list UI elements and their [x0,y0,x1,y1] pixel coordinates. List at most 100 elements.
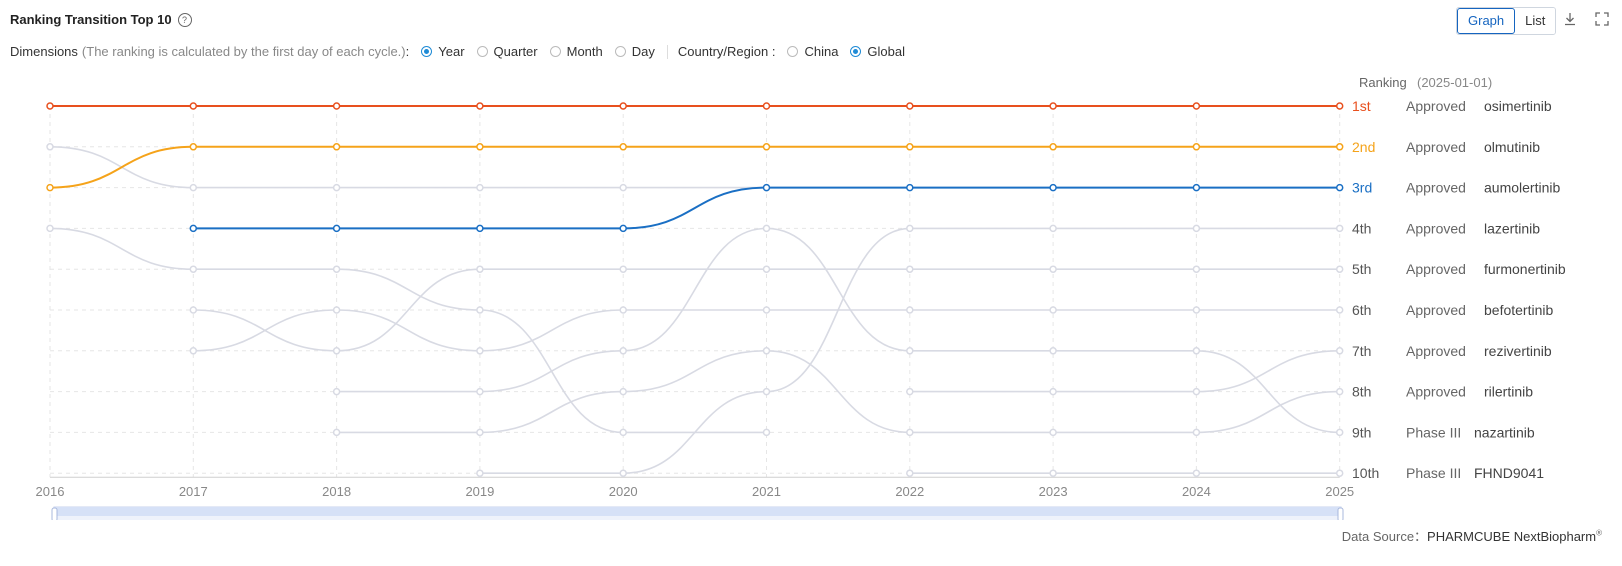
graph-view-button[interactable]: Graph [1457,8,1516,34]
data-point [906,469,914,477]
region-label: Country/Region : [677,44,776,59]
drug-name: olmutinib [1484,139,1540,155]
data-point [476,265,484,273]
rank-label: 4th [1352,220,1371,236]
drug-name: befotertinib [1484,302,1553,318]
slider-handle-left[interactable] [51,507,58,520]
data-point [46,183,54,192]
data-point [1335,224,1344,233]
data-point [46,224,54,233]
data-point [619,428,627,437]
radio-quarter[interactable]: Quarter [476,44,538,59]
data-point [189,265,198,273]
series-line [193,186,1340,230]
data-point [332,143,341,151]
dimensions-label: Dimensions [10,44,78,59]
data-point [906,102,914,110]
drug-status: Approved [1406,343,1466,359]
drug-name: rilertinib [1484,384,1533,400]
series-line [909,350,1340,393]
radio-dot [421,46,433,57]
data-point [476,469,484,477]
drug-name: furmonertinib [1484,261,1566,277]
data-point [619,469,627,477]
x-tick-label: 2019 [465,484,494,499]
divider [666,44,668,59]
dimensions-note: (The ranking is calculated by the first … [81,44,406,59]
data-point [46,143,54,151]
data-point [1049,469,1057,477]
data-point [619,306,627,314]
radio-label: China [804,44,839,59]
radio-day[interactable]: Day [614,44,655,59]
list-view-button[interactable]: List [1515,8,1556,34]
data-point [476,102,484,110]
radio-global[interactable]: Global [850,44,905,59]
dimensions-colon: : [405,44,410,59]
data-point [1192,265,1201,273]
data-point [46,102,54,110]
download-icon[interactable] [1562,11,1578,27]
data-point [332,183,341,192]
fullscreen-icon[interactable] [1594,11,1610,27]
data-point [476,387,484,396]
data-point [906,183,914,192]
data-point [1335,347,1344,355]
drug-status: Approved [1406,180,1466,196]
data-point [332,306,341,314]
rank-label: 10th [1352,465,1379,481]
data-point [476,347,484,355]
data-point [619,347,627,355]
series-osimertinib [46,102,1344,110]
data-point [1335,469,1344,477]
radio-label: Day [631,44,655,59]
x-tick-label: 2022 [895,484,924,499]
series-gray-d [189,306,1344,355]
data-point [1192,469,1201,477]
data-point [1192,183,1201,192]
data-point [1049,224,1057,233]
drug-status: Approved [1406,261,1466,277]
data-point [332,224,341,233]
data-point [1192,428,1201,437]
grid-lines [49,105,1341,478]
radio-china[interactable]: China [787,44,838,59]
x-tick-label: 2021 [752,484,781,499]
slider-fill [54,507,1341,516]
x-tick-label: 2016 [36,484,65,499]
radio-month[interactable]: Month [549,44,603,59]
series-gray-e [332,224,1344,437]
data-point [189,183,198,192]
series-gray-h [906,347,1344,396]
source-label: Data Source： [1341,529,1428,544]
data-point [1192,387,1201,396]
slider-handle-right[interactable] [1337,507,1344,520]
data-point [476,306,484,314]
data-point [189,102,198,110]
rank-label: 1st [1352,98,1371,114]
data-source: Data Source：PHARMCUBE NextBiopharm® [1342,526,1602,545]
data-point [1192,306,1201,314]
drug-status: Approved [1406,384,1466,400]
data-point [1192,224,1201,233]
data-point [619,265,627,273]
data-point [1335,102,1344,110]
question-circle-icon[interactable]: ? [177,12,192,27]
x-tick-label: 2024 [1182,484,1211,499]
data-point [1335,387,1344,396]
series-gray-f [332,347,1344,437]
data-point [1049,306,1057,314]
series-gray-i [906,469,1344,477]
range-slider [51,506,1344,520]
data-point [476,428,484,437]
data-point [1049,102,1057,110]
rank-label: 2nd [1352,139,1375,155]
radio-year[interactable]: Year [421,44,465,59]
data-point [189,143,198,151]
view-toggle: Graph List [1456,7,1557,35]
series-olmutinib [46,143,1344,192]
drug-name: rezivertinib [1484,343,1552,359]
drug-name: nazartinib [1474,424,1535,440]
radio-dot [476,46,488,57]
radio-dot [850,46,862,57]
